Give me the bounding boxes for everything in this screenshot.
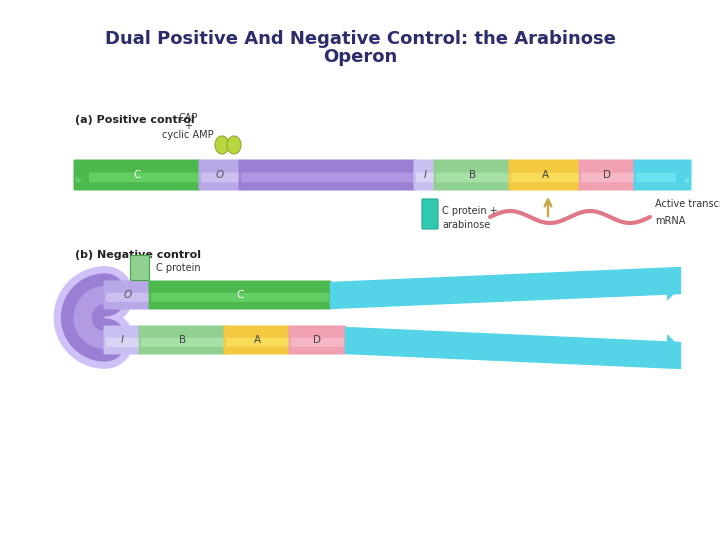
FancyBboxPatch shape bbox=[223, 326, 292, 354]
Text: (a) Positive control: (a) Positive control bbox=[75, 115, 194, 125]
FancyBboxPatch shape bbox=[201, 173, 239, 183]
Text: D: D bbox=[603, 170, 611, 180]
FancyBboxPatch shape bbox=[148, 280, 331, 309]
Polygon shape bbox=[676, 161, 690, 189]
Text: C: C bbox=[236, 290, 243, 300]
Polygon shape bbox=[667, 334, 680, 360]
FancyBboxPatch shape bbox=[413, 159, 436, 191]
Ellipse shape bbox=[227, 136, 241, 154]
Text: (b) Negative control: (b) Negative control bbox=[75, 250, 201, 260]
FancyBboxPatch shape bbox=[238, 159, 416, 191]
Ellipse shape bbox=[215, 136, 229, 154]
FancyBboxPatch shape bbox=[422, 199, 438, 229]
FancyBboxPatch shape bbox=[76, 173, 199, 183]
Text: C: C bbox=[134, 170, 141, 180]
Text: +: + bbox=[184, 121, 192, 131]
FancyBboxPatch shape bbox=[416, 173, 434, 183]
Text: A: A bbox=[254, 335, 261, 345]
FancyBboxPatch shape bbox=[104, 326, 142, 354]
Text: O: O bbox=[216, 170, 224, 180]
FancyBboxPatch shape bbox=[226, 338, 289, 347]
Text: I: I bbox=[121, 335, 124, 345]
FancyBboxPatch shape bbox=[199, 159, 241, 191]
FancyBboxPatch shape bbox=[634, 159, 691, 191]
FancyBboxPatch shape bbox=[581, 173, 634, 183]
FancyBboxPatch shape bbox=[130, 255, 150, 280]
FancyBboxPatch shape bbox=[578, 159, 636, 191]
FancyBboxPatch shape bbox=[106, 293, 149, 302]
FancyBboxPatch shape bbox=[241, 173, 414, 183]
FancyBboxPatch shape bbox=[138, 326, 227, 354]
FancyBboxPatch shape bbox=[106, 338, 139, 347]
FancyBboxPatch shape bbox=[636, 173, 689, 183]
Text: D: D bbox=[313, 335, 322, 345]
Text: Dual Positive And Negative Control: the Arabinose: Dual Positive And Negative Control: the … bbox=[104, 30, 616, 48]
Text: A: A bbox=[541, 170, 549, 180]
Polygon shape bbox=[75, 161, 89, 189]
FancyBboxPatch shape bbox=[436, 173, 509, 183]
Text: mRNA: mRNA bbox=[655, 216, 685, 226]
Text: B: B bbox=[179, 335, 186, 345]
Text: CAP: CAP bbox=[179, 113, 198, 123]
FancyBboxPatch shape bbox=[73, 159, 202, 191]
FancyBboxPatch shape bbox=[289, 326, 346, 354]
Polygon shape bbox=[667, 275, 680, 301]
FancyBboxPatch shape bbox=[508, 159, 582, 191]
Text: Active transcription: Active transcription bbox=[655, 199, 720, 209]
FancyBboxPatch shape bbox=[151, 293, 329, 302]
FancyBboxPatch shape bbox=[433, 159, 511, 191]
FancyBboxPatch shape bbox=[291, 338, 344, 347]
Text: O: O bbox=[123, 290, 132, 300]
Text: I: I bbox=[423, 170, 426, 180]
Text: C protein +
arabinose: C protein + arabinose bbox=[442, 206, 498, 230]
FancyBboxPatch shape bbox=[141, 338, 224, 347]
FancyBboxPatch shape bbox=[104, 280, 151, 309]
Text: Operon: Operon bbox=[323, 48, 397, 66]
Text: C protein: C protein bbox=[156, 263, 201, 273]
Text: cyclic AMP: cyclic AMP bbox=[162, 130, 214, 140]
Text: B: B bbox=[469, 170, 476, 180]
FancyBboxPatch shape bbox=[511, 173, 579, 183]
